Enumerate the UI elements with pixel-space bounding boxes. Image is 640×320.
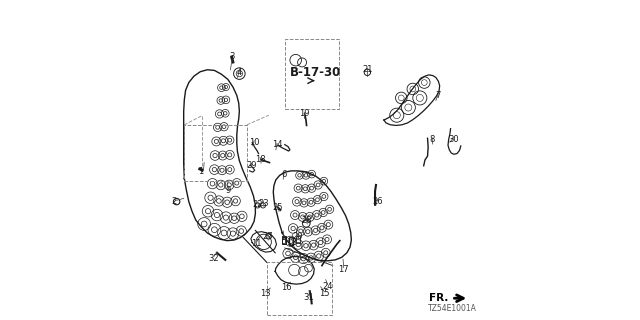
Text: 4: 4 — [237, 68, 242, 77]
Text: 20: 20 — [292, 232, 303, 241]
Text: 1: 1 — [198, 167, 203, 176]
Bar — [282, 236, 287, 244]
Text: 30: 30 — [449, 135, 459, 144]
Text: 24: 24 — [323, 282, 333, 291]
Bar — [285, 39, 339, 109]
Text: 27: 27 — [262, 232, 273, 241]
Text: FR.: FR. — [429, 293, 448, 303]
Text: 26: 26 — [372, 197, 383, 206]
Text: 12: 12 — [286, 238, 297, 247]
Text: 16: 16 — [281, 283, 292, 292]
Text: 9: 9 — [226, 186, 231, 195]
Text: 28: 28 — [301, 216, 312, 225]
Text: 18: 18 — [255, 155, 266, 164]
Text: TZ54E1001A: TZ54E1001A — [428, 304, 477, 313]
Bar — [267, 262, 332, 315]
Text: 10: 10 — [249, 138, 259, 147]
Text: 5: 5 — [282, 237, 287, 246]
Bar — [296, 236, 300, 243]
Text: 22: 22 — [253, 200, 263, 209]
Text: 2: 2 — [172, 197, 177, 206]
Text: 6: 6 — [282, 170, 287, 179]
Text: 11: 11 — [252, 239, 262, 248]
Text: 19: 19 — [299, 109, 309, 118]
Text: 13: 13 — [260, 289, 271, 298]
Text: 25: 25 — [273, 204, 283, 212]
Text: 21: 21 — [362, 65, 372, 74]
Text: 8: 8 — [429, 135, 435, 144]
Text: 7: 7 — [436, 91, 441, 100]
Bar — [289, 237, 293, 245]
Text: 17: 17 — [339, 265, 349, 274]
Text: 15: 15 — [319, 289, 330, 298]
Text: 31: 31 — [303, 293, 314, 302]
Text: 23: 23 — [258, 199, 269, 208]
Text: 32: 32 — [209, 254, 219, 263]
Text: 3: 3 — [230, 52, 235, 61]
Text: 14: 14 — [272, 140, 282, 149]
Text: B-17-30: B-17-30 — [290, 67, 341, 79]
Text: 29: 29 — [246, 161, 257, 170]
Bar — [184, 125, 247, 181]
